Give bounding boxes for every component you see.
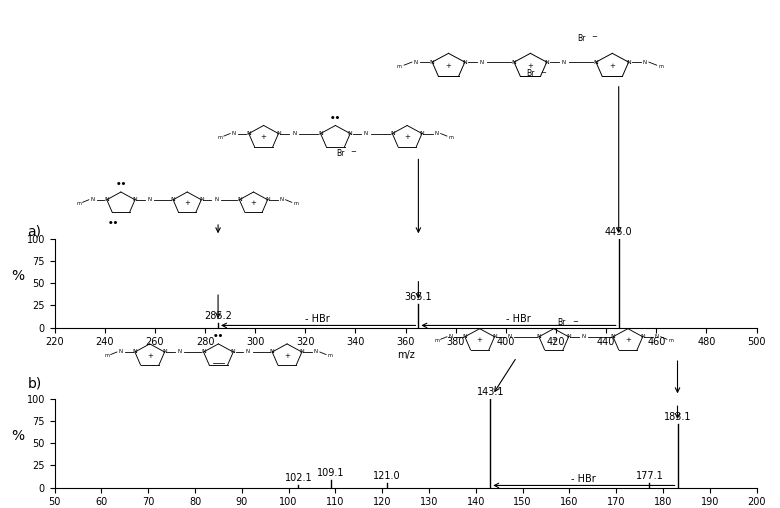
Text: 365.1: 365.1 <box>405 292 432 302</box>
Text: 102.1: 102.1 <box>285 473 312 483</box>
X-axis label: m/z: m/z <box>397 350 414 360</box>
Text: 109.1: 109.1 <box>317 468 345 478</box>
Text: 285.2: 285.2 <box>204 311 232 322</box>
Text: - HBr: - HBr <box>506 313 531 324</box>
Text: 183.1: 183.1 <box>664 412 691 422</box>
Y-axis label: %: % <box>12 269 25 283</box>
Text: - HBr: - HBr <box>306 313 330 324</box>
Y-axis label: %: % <box>12 429 25 443</box>
Text: - HBr: - HBr <box>571 473 596 484</box>
Text: 143.1: 143.1 <box>477 387 504 397</box>
Text: 121.0: 121.0 <box>373 471 401 482</box>
Text: 177.1: 177.1 <box>636 471 663 482</box>
Text: 445.0: 445.0 <box>605 227 633 237</box>
